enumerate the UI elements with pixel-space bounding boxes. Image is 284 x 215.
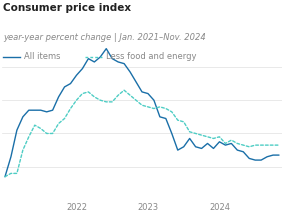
Text: Less food and energy: Less food and energy [106, 52, 197, 61]
Text: Consumer price index: Consumer price index [3, 3, 131, 13]
Text: All items: All items [24, 52, 61, 61]
Text: year-year percent change | Jan. 2021–Nov. 2024: year-year percent change | Jan. 2021–Nov… [3, 33, 206, 42]
